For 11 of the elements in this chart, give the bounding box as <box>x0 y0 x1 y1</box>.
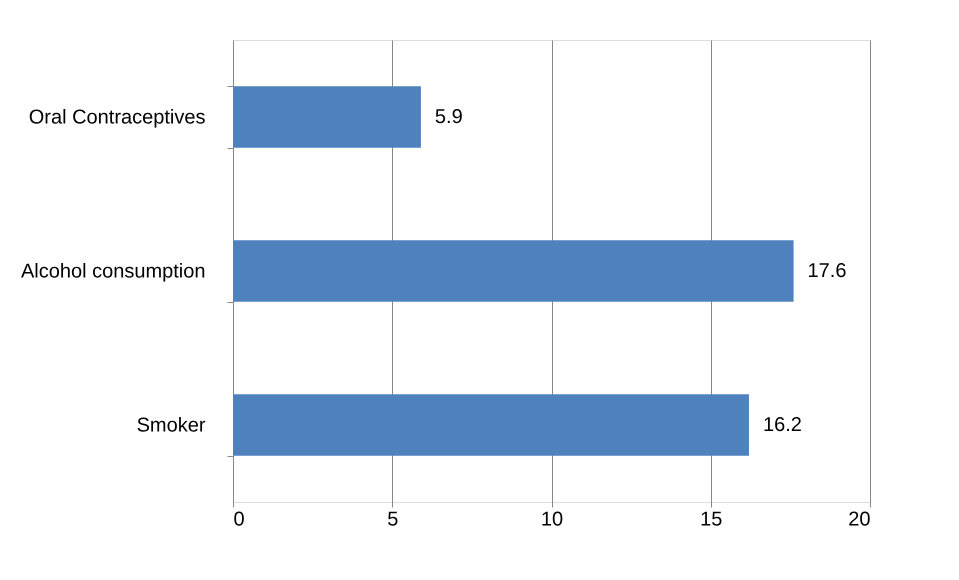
x-tick-label: 15 <box>700 508 722 530</box>
x-tick-label: 20 <box>848 508 870 530</box>
y-tick-label: Smoker <box>136 414 206 436</box>
x-tick-label: 5 <box>387 508 398 530</box>
x-tick-label: 10 <box>540 508 564 530</box>
data-label: 16.2 <box>762 414 802 436</box>
x-tick-label: 0 <box>234 508 245 530</box>
data-label: 5.9 <box>434 106 463 128</box>
y-tick-label: Alcohol consumption <box>20 260 206 282</box>
y-tick-label: Oral Contraceptives <box>28 106 206 128</box>
data-label: 17.6 <box>808 260 846 282</box>
